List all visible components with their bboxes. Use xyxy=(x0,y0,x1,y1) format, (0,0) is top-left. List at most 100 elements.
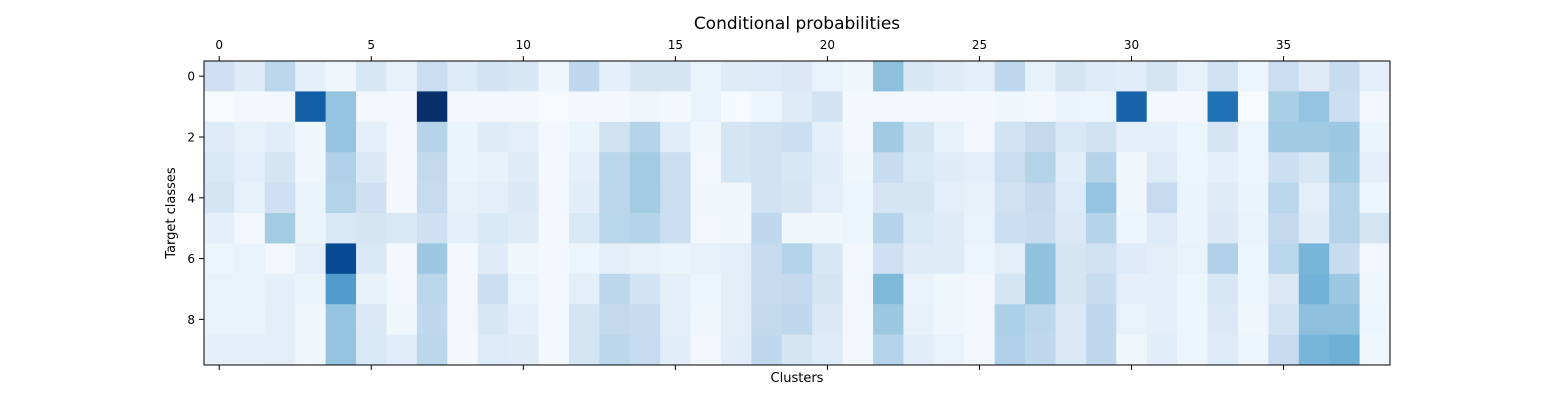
heatmap-cell xyxy=(1237,273,1269,305)
heatmap-cell xyxy=(1025,121,1056,153)
heatmap-cell xyxy=(264,121,296,153)
heatmap-cell xyxy=(903,152,935,183)
heatmap-cell xyxy=(538,182,570,214)
heatmap-cell xyxy=(1055,121,1087,153)
heatmap-cell xyxy=(781,121,813,153)
heatmap-cell xyxy=(1146,304,1178,335)
heatmap-cell xyxy=(356,334,387,366)
heatmap-cell xyxy=(447,213,479,244)
heatmap-cell xyxy=(447,182,479,214)
heatmap-cell xyxy=(508,243,539,275)
heatmap-cell xyxy=(1177,334,1208,366)
x-tick-label: 20 xyxy=(820,38,835,52)
heatmap-cell xyxy=(234,182,266,214)
heatmap-cell xyxy=(994,61,1026,92)
heatmap-cell xyxy=(964,121,996,153)
heatmap-cell xyxy=(1055,213,1087,244)
heatmap-cell xyxy=(873,304,904,335)
heatmap-cell xyxy=(1085,182,1117,214)
heatmap-cell xyxy=(1025,213,1056,244)
heatmap-cell xyxy=(1177,182,1208,214)
heatmap-cell xyxy=(781,243,813,275)
heatmap-cell xyxy=(629,152,661,183)
heatmap-cell xyxy=(264,213,296,244)
heatmap-cell xyxy=(477,121,509,153)
heatmap-cell xyxy=(416,273,448,305)
heatmap-cell xyxy=(416,152,448,183)
heatmap-cell xyxy=(204,61,235,92)
heatmap-cell xyxy=(660,61,691,92)
heatmap-cell xyxy=(1146,152,1178,183)
heatmap-cell xyxy=(295,152,327,183)
heatmap-cell xyxy=(812,273,844,305)
x-tick-label: 15 xyxy=(668,38,683,52)
heatmap-cell xyxy=(1298,61,1330,92)
heatmap-cell xyxy=(1329,121,1360,153)
heatmap-cell xyxy=(1359,61,1391,92)
heatmap-cell xyxy=(264,243,296,275)
heatmap-cell xyxy=(1329,243,1360,275)
heatmap-cell xyxy=(812,334,844,366)
heatmap-cell xyxy=(1055,304,1087,335)
heatmap-cell xyxy=(447,61,479,92)
heatmap-cell xyxy=(1116,152,1148,183)
heatmap-cell xyxy=(325,213,357,244)
heatmap-cell xyxy=(1329,91,1360,123)
x-ticks-top: 0 5 10 15 20 25 30 35 xyxy=(215,38,1291,61)
heatmap-cell xyxy=(416,213,448,244)
heatmap-cell xyxy=(295,334,327,366)
heatmap-cell xyxy=(660,121,691,153)
heatmap-cell xyxy=(994,243,1026,275)
heatmap-cell xyxy=(568,304,600,335)
heatmap-cell xyxy=(508,61,539,92)
heatmap-cell xyxy=(751,91,783,123)
heatmap-cell xyxy=(1146,213,1178,244)
heatmap-cell xyxy=(720,182,752,214)
heatmap-cell xyxy=(1055,273,1087,305)
heatmap-cell xyxy=(873,91,904,123)
heatmap-cell xyxy=(933,304,965,335)
heatmap-cell xyxy=(660,273,691,305)
heatmap-cell xyxy=(1055,182,1087,214)
heatmap-cell xyxy=(477,152,509,183)
heatmap-cell xyxy=(1177,273,1208,305)
heatmap-cell xyxy=(599,152,631,183)
heatmap-cell xyxy=(842,182,874,214)
heatmap-cell xyxy=(295,61,327,92)
heatmap-cell xyxy=(1055,61,1087,92)
y-tick-label: 4 xyxy=(187,191,195,205)
heatmap-cell xyxy=(812,182,844,214)
heatmap-cell xyxy=(508,334,539,366)
heatmap-cell xyxy=(690,121,722,153)
heatmap-cell xyxy=(1359,121,1391,153)
heatmap-cell xyxy=(508,91,539,123)
heatmap-cell xyxy=(751,61,783,92)
heatmap-cell xyxy=(386,213,418,244)
heatmap-cell xyxy=(1146,91,1178,123)
heatmap-cell xyxy=(1359,273,1391,305)
heatmap-cell xyxy=(1025,61,1056,92)
heatmap-cell xyxy=(842,152,874,183)
heatmap-cell xyxy=(903,243,935,275)
heatmap-cell xyxy=(1177,121,1208,153)
heatmap-cell xyxy=(447,91,479,123)
heatmap-cell xyxy=(751,182,783,214)
heatmap-cell xyxy=(204,273,235,305)
heatmap-cell xyxy=(1207,213,1239,244)
heatmap-cell xyxy=(1359,213,1391,244)
heatmap-cell xyxy=(1268,91,1300,123)
heatmap-cell xyxy=(690,334,722,366)
heatmap-cell xyxy=(1116,61,1148,92)
heatmap-cell xyxy=(933,243,965,275)
heatmap-cell xyxy=(690,182,722,214)
heatmap-cell xyxy=(1146,273,1178,305)
heatmap-cell xyxy=(1146,243,1178,275)
heatmap-cell xyxy=(204,91,235,123)
heatmap-cell xyxy=(1329,334,1360,366)
heatmap-cell xyxy=(568,182,600,214)
heatmap-cell xyxy=(660,334,691,366)
heatmap-cell xyxy=(720,121,752,153)
heatmap-cell xyxy=(1359,304,1391,335)
heatmap-cell xyxy=(416,304,448,335)
heatmap-cell xyxy=(356,61,387,92)
